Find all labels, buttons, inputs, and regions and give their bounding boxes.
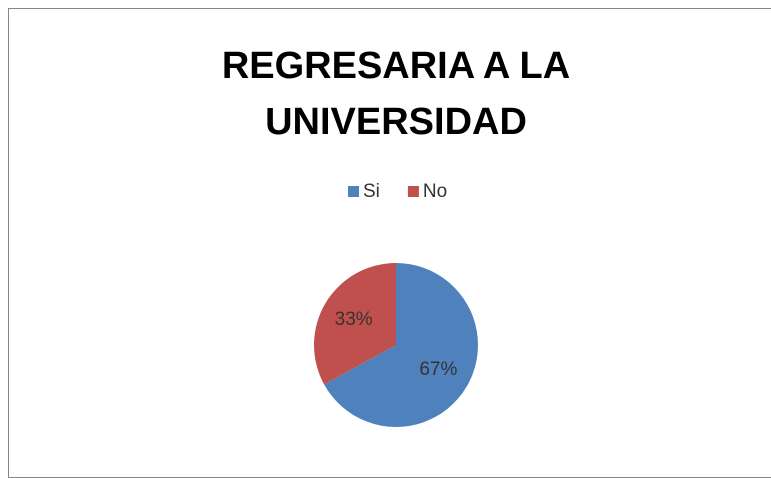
pie-slice bbox=[324, 263, 478, 427]
page: {"chart_data": {"type": "pie", "title": … bbox=[8, 8, 771, 478]
data-label: 67% bbox=[419, 359, 457, 380]
legend-label: No bbox=[423, 181, 447, 202]
legend-swatch bbox=[407, 186, 419, 197]
legend-swatch bbox=[348, 186, 359, 197]
pie-slice bbox=[314, 263, 396, 385]
chart-title: REGRESARIA A LA UNIVERSIDAD bbox=[221, 45, 571, 143]
legend-label: Si bbox=[363, 181, 380, 202]
chart: 67% 33% Si No bbox=[314, 181, 478, 427]
data-label: 33% bbox=[335, 309, 373, 330]
